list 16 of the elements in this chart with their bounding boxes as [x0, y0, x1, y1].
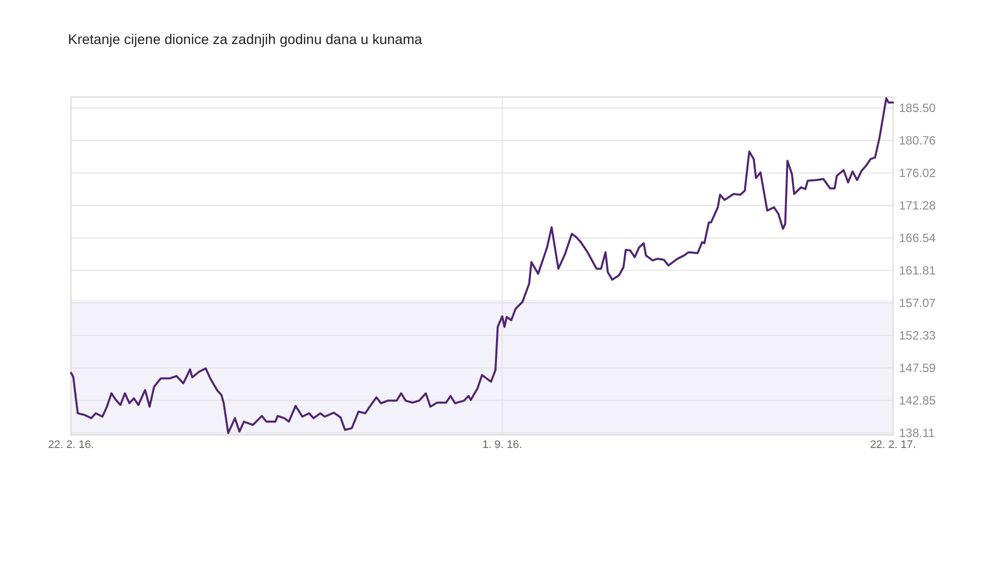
x-tick-label: 1. 9. 16. — [482, 439, 522, 451]
y-tick-label: 185.50 — [899, 101, 936, 116]
line-series — [70, 97, 894, 434]
y-tick-label: 142.85 — [899, 394, 936, 408]
y-tick-label: 171.28 — [899, 198, 936, 213]
x-tick-label: 22. 2. 17. — [870, 439, 916, 451]
y-tick-label: 157.07 — [899, 296, 936, 310]
y-tick-label: 138.11 — [899, 426, 936, 440]
y-tick-label: 166.54 — [899, 231, 936, 246]
y-tick-label: 152.33 — [899, 328, 936, 343]
x-tick-label: 22. 2. 16. — [48, 439, 94, 451]
y-tick-label: 147.59 — [899, 361, 936, 376]
chart-title: Kretanje cijene dionice za zadnjih godinu dana u kunama — [68, 31, 422, 47]
y-tick-label: 180.76 — [899, 134, 936, 148]
y-tick-label: 176.02 — [899, 166, 936, 180]
y-tick-label: 161.81 — [899, 264, 936, 278]
